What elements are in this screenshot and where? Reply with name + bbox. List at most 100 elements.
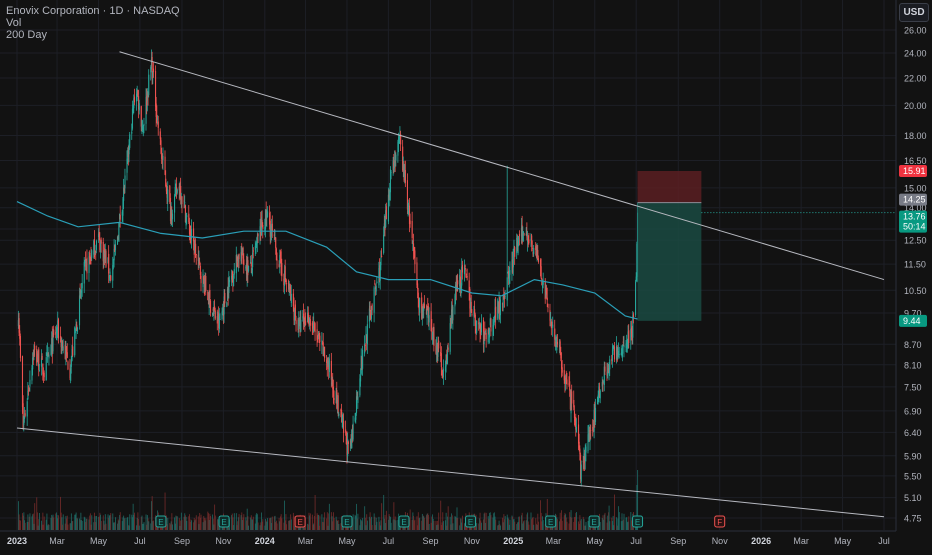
candle-body xyxy=(370,306,373,319)
volume-bar xyxy=(511,515,513,530)
candle-body xyxy=(385,210,387,228)
time-axis-tick-label: Mar xyxy=(793,536,809,546)
volume-bar xyxy=(235,513,237,530)
volume-bar xyxy=(138,519,140,530)
candle-body xyxy=(136,91,138,96)
volume-bar xyxy=(93,512,95,530)
candle-body xyxy=(508,274,510,282)
volume-bar xyxy=(464,523,465,530)
candle-body xyxy=(233,269,235,275)
moving-average-label[interactable]: 200 Day xyxy=(6,29,47,41)
candle-body xyxy=(216,316,218,324)
candle-body xyxy=(171,213,174,220)
candle-body xyxy=(17,320,19,326)
volume-bar xyxy=(365,525,367,530)
candle-body xyxy=(493,321,495,327)
candle-body xyxy=(34,345,36,350)
candle-body xyxy=(563,370,565,381)
chart-legend: Enovix Corporation · 1D · NASDAQ Vol 200… xyxy=(6,5,180,41)
candle-body xyxy=(214,310,216,319)
volume-bar xyxy=(337,521,338,530)
candle-body xyxy=(636,243,638,275)
volume-bar xyxy=(176,516,178,530)
candle-body xyxy=(546,288,548,295)
candle-body xyxy=(151,57,153,79)
candle-body xyxy=(37,353,39,365)
candle-body xyxy=(238,253,240,260)
volume-bar xyxy=(556,517,558,530)
volume-bar xyxy=(395,520,397,530)
candle-body xyxy=(205,275,207,292)
candle-body xyxy=(613,346,616,360)
volume-bar xyxy=(142,523,144,530)
event-marker-earnings xyxy=(545,515,557,528)
candle-body xyxy=(356,398,358,400)
candle-body xyxy=(295,320,297,324)
volume-bar xyxy=(318,514,319,530)
candle-body xyxy=(180,199,182,204)
volume-bar xyxy=(417,512,419,530)
volume-bar xyxy=(280,516,281,530)
volume-bar xyxy=(599,521,601,530)
candle-body xyxy=(489,318,491,326)
candle-body xyxy=(503,296,505,298)
candle-body xyxy=(482,320,485,344)
volume-bar xyxy=(112,513,114,530)
candle-body xyxy=(436,342,438,355)
candle-body xyxy=(133,98,135,109)
candle-body xyxy=(137,91,139,95)
candle-body xyxy=(613,345,615,349)
volume-bar xyxy=(536,524,538,530)
candle-body xyxy=(202,273,204,288)
volume-bar xyxy=(356,503,357,530)
candle-body xyxy=(41,355,43,360)
candle-body xyxy=(246,259,248,278)
volume-bar xyxy=(260,522,262,530)
candle-body xyxy=(276,259,278,261)
candle-body xyxy=(551,325,553,327)
candle-body xyxy=(440,353,442,368)
volume-bar xyxy=(622,519,624,530)
candle-body xyxy=(554,328,556,340)
candle-body xyxy=(328,364,330,370)
volume-bar xyxy=(169,523,171,530)
volume-bar xyxy=(540,512,542,530)
candle-body xyxy=(630,327,633,334)
candle-body xyxy=(596,396,599,405)
volume-bar xyxy=(394,519,395,530)
candle-body xyxy=(617,356,619,359)
volume-bar xyxy=(22,513,23,530)
volume-bar xyxy=(257,522,259,530)
candle-body xyxy=(549,310,551,321)
volume-bar xyxy=(176,516,178,530)
volume-bar xyxy=(611,517,613,530)
candle-body xyxy=(50,344,52,355)
price-axis-tick-label: 7.50 xyxy=(904,382,922,392)
volume-bar xyxy=(332,512,334,530)
candle-body xyxy=(133,96,136,103)
time-axis-tick-label: May xyxy=(834,536,852,546)
candle-body xyxy=(451,309,453,325)
volume-bar xyxy=(50,517,52,530)
symbol-title[interactable]: Enovix Corporation · 1D · NASDAQ xyxy=(6,5,180,17)
candle-body xyxy=(316,329,318,340)
currency-button[interactable]: USD xyxy=(899,3,929,22)
candle-body xyxy=(21,356,24,407)
candle-body xyxy=(80,290,83,293)
volume-bar xyxy=(390,522,392,530)
candle-body xyxy=(476,320,478,333)
time-axis-tick-label: Nov xyxy=(464,536,481,546)
volume-bar xyxy=(371,525,373,530)
candle-body xyxy=(475,329,477,333)
volume-indicator-label[interactable]: Vol xyxy=(6,17,22,29)
volume-bar xyxy=(564,512,566,530)
volume-bar xyxy=(45,519,47,530)
candle-body xyxy=(403,164,405,181)
volume-bar xyxy=(574,517,575,530)
volume-bar xyxy=(480,522,482,530)
candle-body xyxy=(71,349,73,361)
candle-body xyxy=(200,275,202,284)
candle-body xyxy=(474,314,476,326)
